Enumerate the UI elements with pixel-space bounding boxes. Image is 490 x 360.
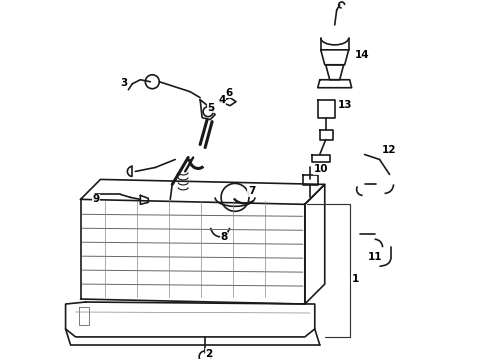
Text: 13: 13 (338, 100, 352, 110)
Text: 9: 9 (93, 194, 99, 204)
Text: 7: 7 (248, 186, 255, 197)
Text: 10: 10 (314, 165, 328, 175)
Text: 8: 8 (220, 232, 227, 242)
Text: 14: 14 (355, 50, 369, 60)
Text: 6: 6 (225, 88, 232, 98)
Text: 12: 12 (382, 144, 396, 154)
Text: 1: 1 (352, 274, 359, 284)
Text: 4: 4 (218, 95, 225, 105)
Text: 3: 3 (121, 78, 128, 88)
Text: 11: 11 (368, 252, 382, 262)
Text: 5: 5 (207, 103, 214, 113)
Text: 2: 2 (205, 349, 212, 359)
